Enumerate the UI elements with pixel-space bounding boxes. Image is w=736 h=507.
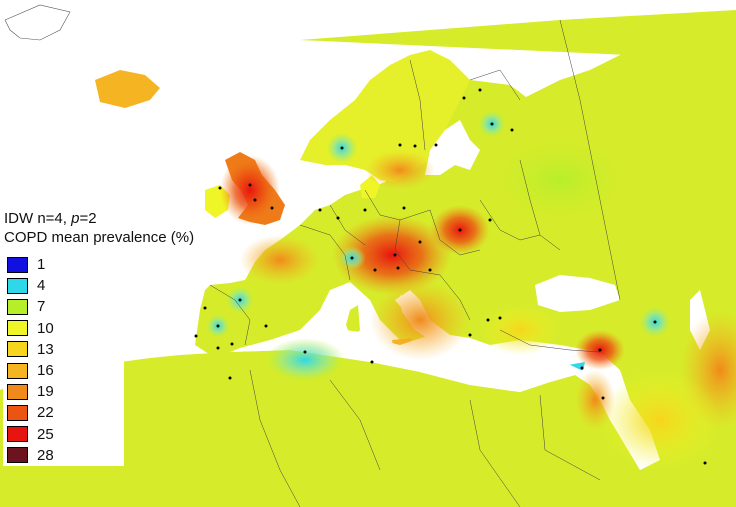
method-label: IDW n=4, p=2 [4, 210, 97, 227]
legend-item: 4 [3, 275, 124, 296]
baltic-sea [425, 120, 480, 175]
legend-item: 13 [3, 339, 124, 360]
legend-swatch [7, 447, 28, 464]
iceland [95, 70, 160, 108]
legend-swatch [7, 320, 28, 337]
legend-label: 22 [37, 404, 54, 422]
method-suffix: =2 [79, 210, 97, 227]
station-points [194, 88, 707, 465]
legend-swatch [7, 426, 28, 443]
legend-label: 28 [37, 446, 54, 464]
greenland-coast [4, 4, 71, 41]
legend-swatch [7, 383, 28, 400]
country-borders [209, 19, 621, 507]
method-p: p [71, 210, 80, 227]
legend-label: 4 [37, 277, 46, 295]
map-title: IDW n=4, p=2 COPD mean prevalence (%) [4, 209, 194, 247]
heat-spots [206, 110, 736, 470]
legend-item: 10 [3, 318, 124, 339]
legend-swatch [7, 404, 28, 421]
legend-label: 10 [37, 319, 54, 337]
black-sea [535, 275, 620, 312]
legend-swatch [7, 256, 28, 273]
legend-swatch [7, 298, 28, 315]
legend-swatch [7, 277, 28, 294]
legend-swatch [7, 341, 28, 358]
legend-item: 7 [3, 296, 124, 317]
legend-label: 7 [37, 298, 46, 316]
map-subtitle: COPD mean prevalence (%) [4, 229, 195, 246]
method-prefix: IDW n=4, [4, 210, 72, 227]
north-sea [285, 165, 340, 200]
legend: 1 4 7 10 13 16 19 22 25 28 [3, 254, 124, 466]
legend-item: 25 [3, 424, 124, 445]
legend-label: 13 [37, 340, 54, 358]
legend-item: 16 [3, 360, 124, 381]
legend-label: 19 [37, 383, 54, 401]
legend-label: 25 [37, 425, 54, 443]
legend-swatch [7, 362, 28, 379]
legend-label: 1 [37, 256, 46, 274]
legend-label: 16 [37, 362, 54, 380]
legend-item: 22 [3, 402, 124, 423]
legend-item: 28 [3, 445, 124, 466]
legend-item: 1 [3, 254, 124, 275]
legend-item: 19 [3, 381, 124, 402]
